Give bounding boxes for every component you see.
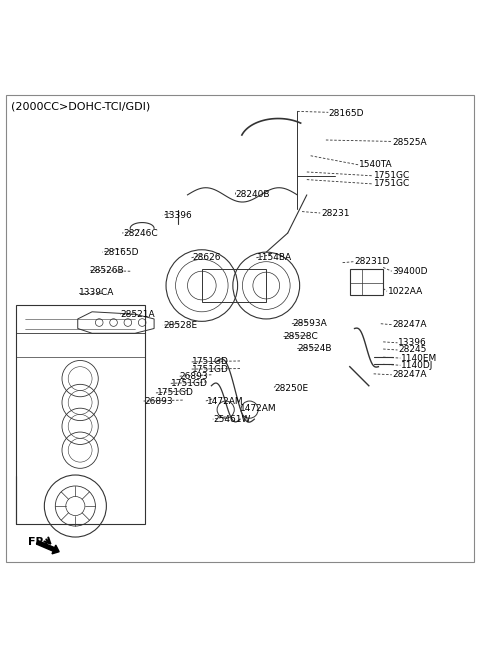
Text: 28528C: 28528C [283, 332, 318, 341]
Text: 28247A: 28247A [393, 320, 427, 329]
Text: 1751GD: 1751GD [156, 388, 193, 397]
Text: 1472AM: 1472AM [206, 397, 243, 405]
Text: 1751GD: 1751GD [192, 357, 229, 367]
Text: 1140DJ: 1140DJ [401, 361, 433, 370]
Text: 1751GD: 1751GD [192, 365, 229, 374]
Text: 1140EM: 1140EM [401, 353, 438, 363]
Text: 28526B: 28526B [90, 266, 124, 275]
Text: FR.: FR. [28, 537, 48, 547]
Text: 26893: 26893 [144, 397, 173, 405]
Text: 1751GD: 1751GD [171, 379, 208, 388]
Text: 1472AM: 1472AM [240, 403, 276, 413]
Text: 1154BA: 1154BA [257, 254, 292, 262]
Text: 28245: 28245 [398, 346, 427, 355]
Text: 1022AA: 1022AA [388, 286, 423, 296]
Text: 28240B: 28240B [235, 191, 270, 199]
Text: 25461W: 25461W [214, 415, 251, 424]
Text: 28165D: 28165D [328, 109, 364, 118]
Text: 28231D: 28231D [355, 257, 390, 266]
Text: 1751GC: 1751GC [373, 179, 410, 189]
Text: 28593A: 28593A [292, 319, 327, 328]
Text: 28165D: 28165D [103, 248, 139, 257]
Text: 1540TA: 1540TA [360, 160, 393, 170]
Text: 28250E: 28250E [275, 384, 309, 393]
Text: 26893: 26893 [180, 372, 208, 380]
FancyArrow shape [36, 541, 59, 554]
Text: 28525A: 28525A [393, 138, 427, 147]
Text: 39400D: 39400D [393, 267, 428, 276]
Text: 28521A: 28521A [120, 309, 156, 319]
Text: 28528E: 28528E [164, 321, 198, 330]
Text: 28231: 28231 [321, 208, 349, 217]
Text: 28524B: 28524B [297, 344, 332, 353]
Text: 13396: 13396 [164, 211, 192, 220]
Text: (2000CC>DOHC-TCI/GDI): (2000CC>DOHC-TCI/GDI) [11, 102, 150, 112]
Text: 1339CA: 1339CA [79, 288, 114, 297]
Text: 28626: 28626 [192, 254, 221, 262]
Text: 1751GC: 1751GC [373, 171, 410, 180]
Text: 28247A: 28247A [393, 371, 427, 379]
Text: 13396: 13396 [398, 338, 427, 348]
Text: 28246C: 28246C [123, 229, 158, 238]
